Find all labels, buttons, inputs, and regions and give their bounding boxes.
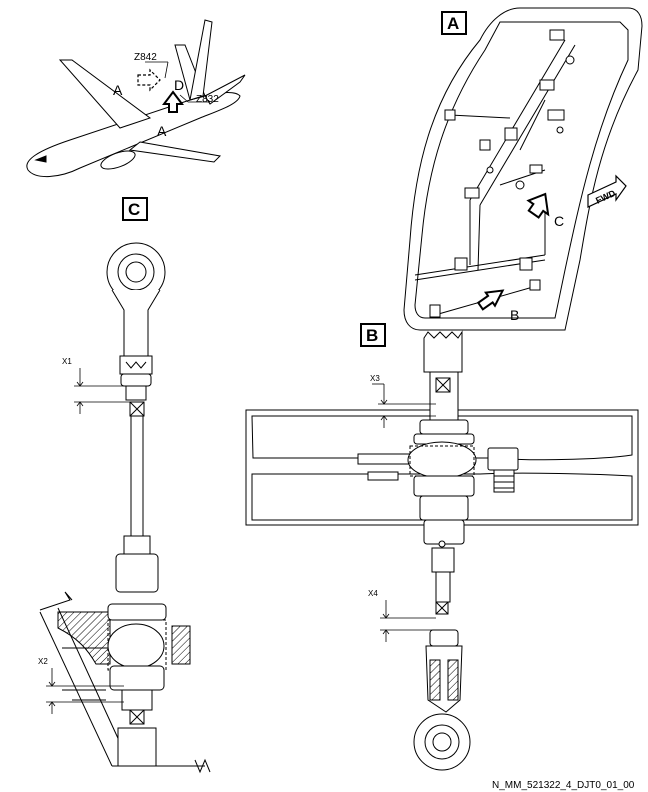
view-a-reference-bottom: A (157, 123, 167, 139)
view-a-direction-arrows: C B FWD (476, 174, 627, 323)
view-b-dimension-x4 (380, 600, 436, 642)
zone-z832: Z832 (196, 94, 219, 105)
view-a-arrow-c-label: C (554, 213, 564, 229)
view-c-title: C (128, 200, 140, 219)
view-b-dimension-x3 (372, 383, 436, 428)
zone-z842: Z842 (134, 52, 157, 63)
view-a-title: A (447, 14, 459, 33)
dimension-x1-label: X1 (62, 357, 72, 366)
dimension-x3-label: X3 (370, 374, 380, 383)
view-b-rod-assembly (407, 330, 519, 771)
drawing-reference: N_MM_521322_4_DJT0_01_00 (492, 780, 635, 791)
aircraft-overview (26, 19, 246, 177)
view-d-reference: D (174, 77, 184, 93)
view-c-dimension-x1 (74, 368, 130, 414)
view-c-dimension-x2 (46, 668, 124, 714)
view-b-title: B (366, 326, 378, 345)
view-a-reference: A (113, 82, 123, 98)
view-a-label: A (441, 11, 467, 35)
view-c-label: C (122, 197, 148, 221)
view-c-rod-assembly (57, 242, 191, 767)
aircraft-zone-callouts: A A D Z842 Z832 (113, 52, 219, 139)
view-b-label: B (360, 323, 386, 347)
dimension-x4-label: X4 (368, 589, 378, 598)
view-a-control-linkages (414, 29, 576, 318)
view-a-door-panel (403, 7, 643, 331)
dimension-x2-label: X2 (38, 657, 48, 666)
view-a-arrow-b-label: B (510, 307, 519, 323)
